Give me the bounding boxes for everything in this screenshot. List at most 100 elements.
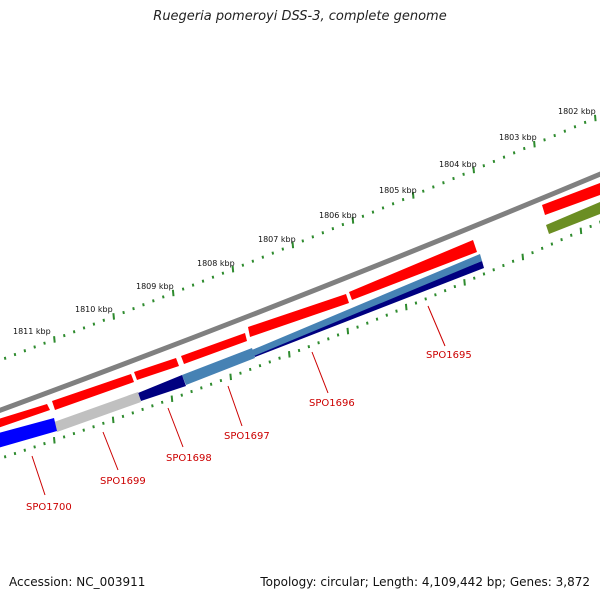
tick-mark [434, 293, 437, 297]
tick-mark [181, 287, 185, 291]
label-line [102, 431, 119, 471]
tick-mark [122, 310, 125, 315]
forward-gene [0, 404, 50, 428]
kbp-label: 1808 kbp [197, 259, 235, 268]
kbp-label: 1803 kbp [499, 133, 537, 142]
kbp-label: 1802 kbp [558, 107, 596, 116]
tick-mark [533, 140, 536, 148]
tick-mark [414, 301, 418, 305]
tick-mark [171, 289, 175, 297]
tick-mark [142, 303, 145, 307]
tick-mark [209, 382, 213, 386]
tick-mark [492, 159, 496, 164]
tick-mark [589, 224, 592, 229]
kbp-label: 1806 kbp [319, 211, 357, 220]
tick-mark [53, 336, 56, 343]
tick-mark [356, 325, 359, 329]
tick-mark [424, 297, 427, 301]
tick-mark [112, 313, 115, 320]
tick-mark [432, 185, 435, 189]
tick-mark [531, 251, 534, 255]
tick-mark [211, 275, 215, 279]
tick-mark [297, 348, 301, 353]
tick-mark [180, 393, 184, 397]
tick-mark [251, 259, 255, 263]
tick-mark [553, 133, 556, 138]
tick-mark [375, 317, 379, 321]
tick-mark [472, 276, 476, 280]
tick-mark [82, 428, 86, 432]
tick-mark [341, 222, 345, 227]
gene-bar [54, 392, 141, 432]
tick-mark [261, 255, 265, 259]
gene-label-lines [31, 305, 446, 496]
tick-mark [401, 197, 405, 202]
tick-mark [381, 206, 385, 210]
tick-mark [33, 345, 36, 349]
forward-gene [349, 240, 477, 300]
label-line [311, 351, 329, 394]
tick-mark [152, 299, 155, 303]
tick-mark [200, 386, 203, 390]
label-line [427, 305, 446, 347]
gene-label: SPO1696 [309, 398, 355, 409]
tick-mark [543, 138, 546, 142]
tick-mark [395, 309, 398, 313]
label-line [31, 455, 46, 496]
tick-mark [52, 436, 56, 444]
tick-mark [317, 341, 320, 345]
tick-mark [131, 411, 135, 415]
accession-text: Accession: NC_003911 [9, 575, 146, 589]
tick-mark [569, 233, 573, 237]
tick-mark [521, 253, 525, 261]
tick-mark [453, 284, 457, 289]
gene-label: SPO1698 [166, 453, 212, 464]
tick-mark [452, 176, 455, 181]
gene-label: SPO1697 [224, 431, 270, 442]
label-line [167, 407, 184, 448]
tick-mark [502, 155, 506, 159]
gene-bar [546, 202, 600, 234]
tick-mark [239, 371, 242, 375]
genome-summary-text: Topology: circular; Length: 4,109,442 bp… [260, 575, 590, 589]
tick-mark [23, 349, 27, 353]
tick-mark [442, 181, 445, 185]
tick-mark [102, 318, 106, 322]
tick-mark [170, 395, 174, 403]
tick-mark [421, 189, 425, 193]
tick-mark [351, 217, 355, 224]
tick-mark [287, 351, 291, 358]
tick-mark [462, 172, 465, 176]
kbp-label: 1805 kbp [379, 186, 417, 195]
kbp-labels: 1802 kbp 1803 kbp 1804 kbp 1805 kbp 1806… [13, 107, 596, 336]
tick-mark [307, 345, 311, 349]
tick-mark [511, 259, 515, 263]
gene-labels: SPO1695 SPO1696 SPO1697 SPO1698 SPO1699 … [26, 350, 472, 513]
tick-mark [268, 360, 272, 364]
tick-mark [540, 246, 544, 250]
tick-mark [201, 279, 205, 283]
tick-mark [241, 263, 245, 267]
tick-mark [151, 404, 154, 408]
tick-mark [463, 279, 466, 286]
tick-mark [3, 356, 7, 360]
tick-mark [62, 435, 66, 439]
tick-mark [550, 242, 554, 246]
forward-gene [134, 358, 179, 380]
gene-label: SPO1695 [426, 350, 472, 361]
tick-mark [291, 241, 295, 249]
tick-mark [23, 448, 27, 452]
tick-mark [366, 321, 369, 325]
gene-label: SPO1699 [100, 476, 146, 487]
tick-mark [522, 146, 526, 151]
tick-mark [219, 378, 223, 383]
tick-mark [411, 192, 415, 199]
forward-gene [52, 374, 134, 410]
kbp-tick-marks [3, 114, 600, 459]
tick-mark [102, 421, 105, 425]
gene-bar [0, 418, 57, 448]
tick-mark [321, 231, 325, 235]
tick-mark [281, 247, 285, 251]
tick-mark [121, 414, 125, 419]
